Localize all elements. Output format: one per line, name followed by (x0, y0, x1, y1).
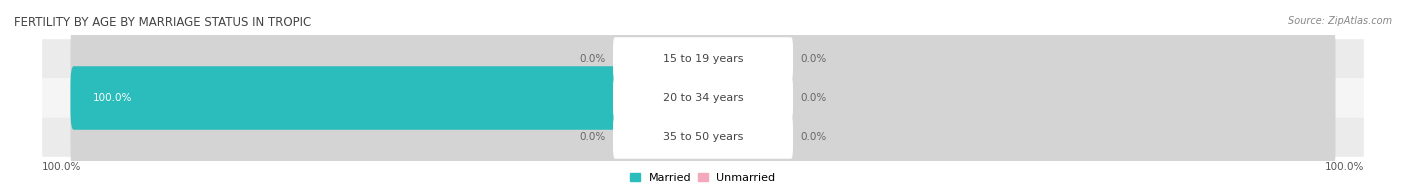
FancyBboxPatch shape (700, 105, 1336, 169)
FancyBboxPatch shape (70, 66, 706, 130)
FancyBboxPatch shape (70, 105, 706, 169)
Text: 0.0%: 0.0% (579, 132, 606, 142)
FancyBboxPatch shape (613, 116, 793, 159)
FancyBboxPatch shape (42, 78, 1364, 118)
FancyBboxPatch shape (700, 27, 1336, 91)
Text: 0.0%: 0.0% (800, 93, 827, 103)
FancyBboxPatch shape (613, 37, 793, 80)
Text: 100.0%: 100.0% (93, 93, 132, 103)
FancyBboxPatch shape (42, 118, 1364, 157)
FancyBboxPatch shape (70, 66, 706, 130)
Text: 35 to 50 years: 35 to 50 years (662, 132, 744, 142)
FancyBboxPatch shape (700, 66, 1336, 130)
FancyBboxPatch shape (70, 27, 706, 91)
Text: Source: ZipAtlas.com: Source: ZipAtlas.com (1288, 16, 1392, 26)
Text: 20 to 34 years: 20 to 34 years (662, 93, 744, 103)
Text: 15 to 19 years: 15 to 19 years (662, 54, 744, 64)
Text: FERTILITY BY AGE BY MARRIAGE STATUS IN TROPIC: FERTILITY BY AGE BY MARRIAGE STATUS IN T… (14, 16, 311, 29)
Text: 100.0%: 100.0% (42, 162, 82, 172)
Text: 0.0%: 0.0% (579, 54, 606, 64)
Text: 100.0%: 100.0% (1324, 162, 1364, 172)
Legend: Married, Unmarried: Married, Unmarried (630, 173, 776, 183)
FancyBboxPatch shape (42, 39, 1364, 78)
Text: 0.0%: 0.0% (800, 132, 827, 142)
Text: 0.0%: 0.0% (800, 54, 827, 64)
FancyBboxPatch shape (613, 76, 793, 120)
